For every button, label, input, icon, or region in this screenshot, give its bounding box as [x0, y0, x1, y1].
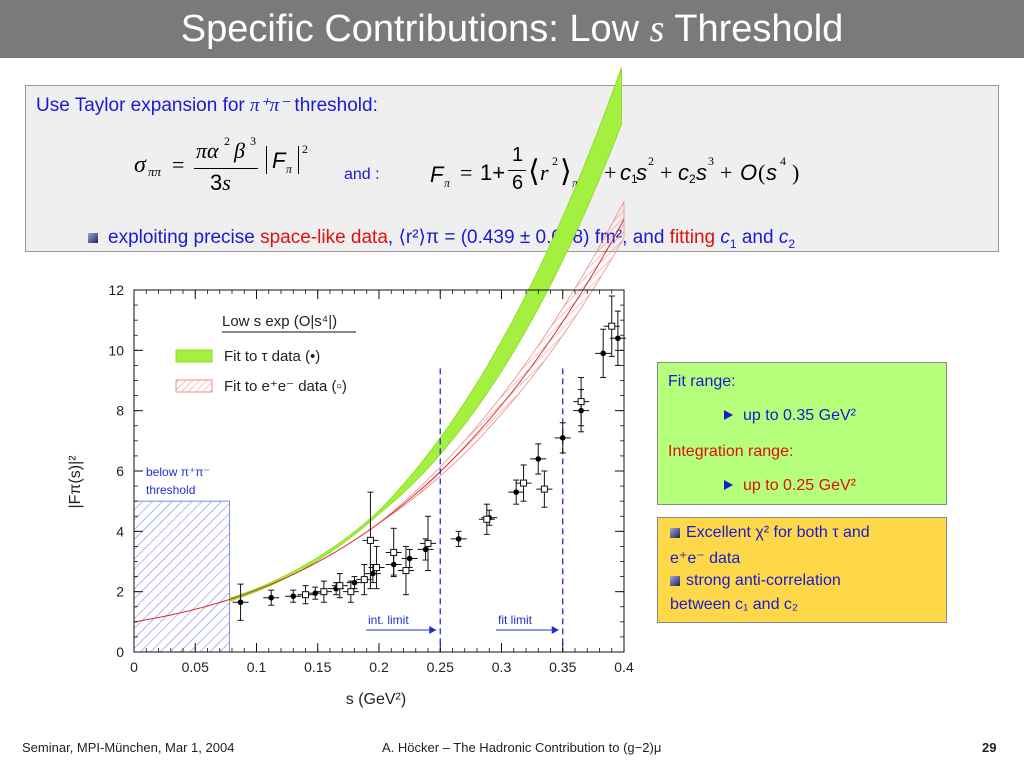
tau-data-point	[455, 536, 462, 542]
tau-data-point	[615, 335, 621, 342]
arrow-head-icon	[551, 626, 559, 634]
summary-box: Excellent χ² for both τ and e⁺e⁻ data st…	[657, 517, 947, 623]
tau-data-point	[268, 594, 275, 601]
summary-line-2: e⁺e⁻ data	[670, 550, 741, 567]
below-threshold-region	[133, 500, 231, 653]
summary-line-4: between c₁ and c₂	[670, 596, 799, 613]
bullet-icon	[88, 232, 98, 243]
ee-data-point	[366, 536, 374, 544]
tau-fit-band	[229, 67, 622, 602]
taylor-formula: F π = 1+ 1 6 ⟨ r 2 ⟩ π s + c 1 s 2 + c 2…	[430, 144, 800, 194]
taylor-expansion-box: Use Taylor expansion for π⁺π⁻ threshold:…	[25, 85, 999, 252]
x-tick-label: 0.3	[492, 659, 512, 675]
x-tick-label: 0.4	[614, 659, 634, 675]
slide-title: Specific Contributions: Low s Threshold	[180, 8, 844, 50]
ee-data-point	[347, 588, 355, 596]
ee-data-point	[424, 539, 432, 547]
below-threshold-label: threshold	[146, 483, 195, 497]
y-tick-label: 12	[108, 282, 124, 298]
int-limit-label: int. limit	[368, 613, 409, 627]
tau-data-point	[370, 570, 376, 577]
tau-data-point	[559, 435, 566, 441]
ee-data-point	[540, 485, 548, 493]
legend-entry-ee: Fit to e⁺e⁻ data (▫)	[224, 378, 347, 395]
intro-text: Use Taylor expansion for π⁺π⁻ threshold:	[36, 95, 378, 116]
ee-data-point	[608, 322, 616, 330]
page-number: 29	[982, 740, 997, 755]
below-threshold-label: below π⁺π⁻	[146, 465, 210, 479]
triangle-bullet-icon	[724, 480, 733, 490]
bullet-icon	[670, 527, 680, 538]
ee-data-point	[373, 564, 381, 572]
triangle-bullet-icon	[724, 410, 733, 420]
x-axis-label: s (GeV²)	[346, 691, 406, 708]
ee-data-point	[483, 515, 491, 523]
ee-data-point	[390, 548, 398, 556]
ee-data-point	[320, 588, 328, 596]
x-tick-label: 0.25	[427, 659, 454, 675]
tau-data-point	[600, 350, 606, 357]
footer-center: A. Höcker – The Hadronic Contribution to…	[382, 740, 662, 755]
ee-data-point	[520, 479, 528, 487]
title-bar: Specific Contributions: Low s Threshold	[0, 0, 1024, 58]
x-tick-label: 0.35	[549, 659, 576, 675]
tau-data-point	[513, 489, 519, 495]
tau-data-point	[535, 456, 542, 462]
x-tick-label: 0.05	[182, 659, 209, 675]
ee-data-point	[336, 582, 344, 590]
summary-line-3: strong anti-correlation	[670, 572, 841, 590]
bullet-line: exploiting precise space-like data, ⟨r²⟩…	[88, 226, 795, 251]
legend-title: Low s exp (O|s⁴|)	[222, 313, 337, 330]
y-tick-label: 2	[116, 584, 124, 600]
x-tick-label: 0.1	[247, 659, 267, 675]
connector-text: and :	[344, 166, 380, 183]
x-tick-label: 0	[130, 659, 138, 675]
x-tick-label: 0.15	[304, 659, 331, 675]
tau-data-point	[290, 593, 297, 599]
y-tick-label: 0	[116, 644, 124, 660]
y-tick-label: 8	[116, 403, 124, 419]
legend-swatch-ee	[175, 379, 213, 393]
legend-entry-tau: Fit to τ data (•)	[224, 348, 320, 365]
y-axis-label: |Fπ(s)|²	[67, 455, 84, 509]
ee-data-point	[402, 567, 410, 575]
cross-section-formula: σ ππ = πα 2 β 3 3s F π 2	[134, 134, 308, 195]
y-tick-label: 6	[116, 463, 124, 479]
ee-data-point	[302, 591, 309, 599]
fit-range-item: up to 0.35 GeV²	[724, 407, 856, 425]
integration-range-label: Integration range:	[668, 443, 794, 460]
fit-range-label: Fit range:	[668, 373, 736, 390]
tau-data-point	[237, 599, 244, 606]
ee-data-point	[360, 576, 368, 584]
fit-limit-label: fit limit	[498, 613, 533, 627]
footer-left: Seminar, MPI-München, Mar 1, 2004	[22, 740, 235, 755]
bullet-icon	[670, 575, 680, 586]
x-tick-label: 0.2	[369, 659, 389, 675]
arrow-head-icon	[429, 626, 437, 634]
legend-swatch-tau	[175, 349, 213, 363]
y-tick-label: 4	[116, 523, 124, 539]
tau-data-point	[406, 555, 413, 562]
fit-range-box: Fit range: up to 0.35 GeV² Integration r…	[657, 362, 947, 505]
fit-curve	[133, 219, 625, 623]
ee-data-point	[577, 398, 585, 406]
tau-data-point	[422, 546, 429, 553]
integration-range-item: up to 0.25 GeV²	[724, 477, 856, 495]
summary-line-1: Excellent χ² for both τ and	[670, 524, 870, 542]
y-tick-label: 10	[108, 342, 124, 358]
